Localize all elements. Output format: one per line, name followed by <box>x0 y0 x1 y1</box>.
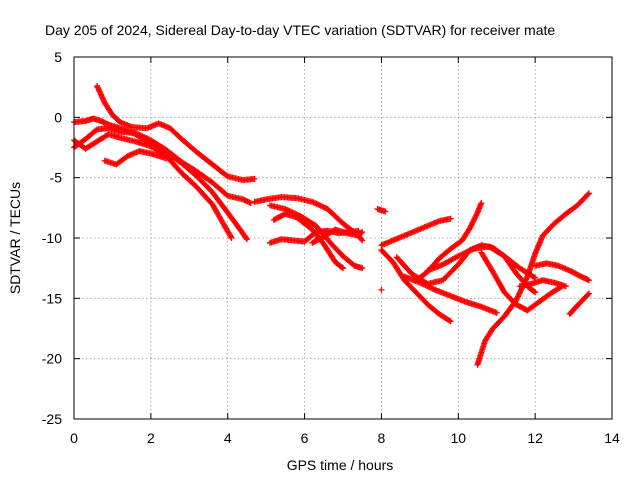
series-arc-22 <box>532 260 592 284</box>
data-point <box>532 289 539 296</box>
data-point <box>478 200 485 207</box>
data-point <box>446 317 453 324</box>
chart-title: Day 205 of 2024, Sidereal Day-to-day VTE… <box>45 22 555 38</box>
y-tick-label: -10 <box>42 230 62 246</box>
data-point <box>584 291 591 298</box>
data-point <box>228 235 235 241</box>
grid <box>74 57 612 419</box>
data-point <box>378 286 385 293</box>
data-point <box>359 237 366 244</box>
data-point <box>447 318 454 325</box>
series-arc-20 <box>474 190 592 368</box>
data-point <box>243 235 250 241</box>
data-point <box>585 190 592 197</box>
data-point <box>227 233 234 240</box>
data-point <box>585 277 592 284</box>
data-point <box>340 265 346 272</box>
y-tick-label: -15 <box>42 290 62 306</box>
x-tick-label: 8 <box>378 430 386 446</box>
x-tick-label: 10 <box>450 430 466 446</box>
series-arc-17 <box>416 200 485 281</box>
data-point <box>358 229 365 236</box>
series-arc-10 <box>309 226 366 246</box>
x-tick-label: 2 <box>147 430 155 446</box>
series-arc-2 <box>94 82 258 184</box>
series-arc-3 <box>71 131 235 241</box>
series-arc-16 <box>401 273 500 316</box>
data-point <box>530 274 537 281</box>
y-tick-label: -20 <box>42 351 62 367</box>
x-tick-label: 0 <box>70 430 78 446</box>
x-tick-label: 6 <box>301 430 309 446</box>
data-point <box>223 172 230 179</box>
x-axis-label: GPS time / hours <box>287 457 394 473</box>
x-tick-label: 12 <box>527 430 543 446</box>
series-arc-21 <box>516 277 569 290</box>
data-point <box>447 215 454 222</box>
data-point <box>531 288 538 295</box>
series-arc-5 <box>101 148 170 168</box>
x-tick-label: 4 <box>224 430 232 446</box>
series-arc-12 <box>378 286 385 293</box>
x-tick-label: 14 <box>604 430 620 446</box>
data-point <box>585 290 592 297</box>
data-point <box>382 208 389 215</box>
data-point <box>243 236 250 243</box>
data-point <box>359 265 366 272</box>
series-arc-23 <box>566 290 592 318</box>
data-points <box>71 82 592 368</box>
y-axis-label: SDTVAR / TECUs <box>7 182 23 294</box>
series-arc-14 <box>378 247 454 325</box>
y-tick-label: 5 <box>54 49 62 65</box>
series-arc-4 <box>71 125 254 207</box>
data-point <box>493 309 500 316</box>
data-point <box>584 191 591 198</box>
axis-ticks: 0 2 4 6 8 10 12 14 5 0 -5 -10 -15 -20 -25 <box>42 49 620 446</box>
y-tick-label: -25 <box>42 411 62 427</box>
data-point <box>163 155 170 162</box>
series-arc-13 <box>378 215 454 249</box>
y-tick-label: -5 <box>50 170 63 186</box>
data-point <box>358 236 365 243</box>
data-point <box>338 264 345 271</box>
data-point <box>359 228 366 235</box>
data-point <box>562 283 569 290</box>
data-point <box>247 200 254 207</box>
series-arc-11 <box>374 206 389 215</box>
data-point <box>251 175 258 182</box>
y-tick-label: 0 <box>54 109 62 125</box>
